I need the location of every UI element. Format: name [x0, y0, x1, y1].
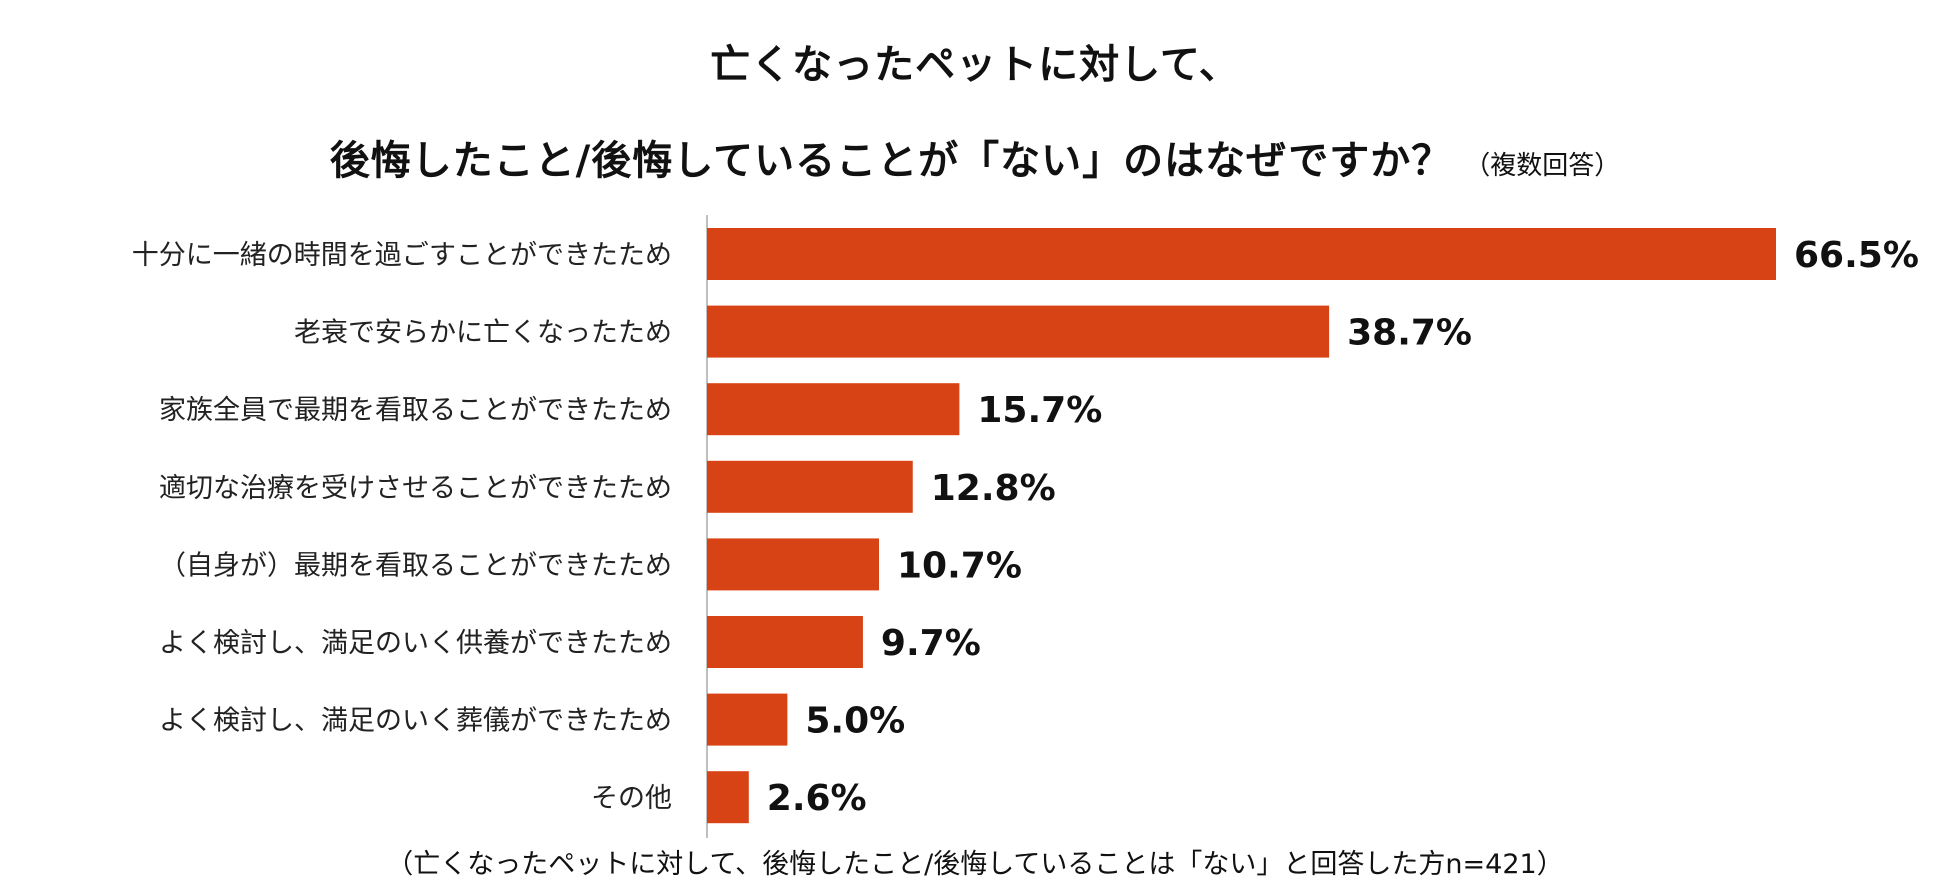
category-label: よく検討し、満足のいく供養ができたため: [159, 628, 672, 659]
chart-title-line1: 亡くなったペットに対して、: [710, 42, 1240, 88]
value-label: 12.8%: [931, 468, 1056, 509]
bar: [707, 616, 863, 668]
chart-footnote: （亡くなったペットに対して、後悔したこと/後悔していることは「ない」と回答した方…: [386, 849, 1564, 880]
bar: [707, 538, 880, 591]
chart-title-line2: 後悔したこと/後悔していることが「ない」のはなぜですか？ （複数回答）: [0, 128, 1950, 186]
bar: [707, 693, 788, 746]
bar: [707, 305, 1330, 358]
bar: [707, 228, 1776, 280]
category-label: その他: [591, 783, 672, 814]
category-label: 適切な治療を受けさせることができたため: [159, 473, 672, 504]
value-label: 2.6%: [767, 778, 867, 819]
value-label: 15.7%: [977, 390, 1102, 431]
bar: [707, 771, 749, 824]
category-label: 十分に一緒の時間を過ごすことができたため: [132, 240, 672, 271]
value-label: 38.7%: [1347, 313, 1472, 354]
category-label: 老衰で安らかに亡くなったため: [294, 318, 672, 349]
category-label: 家族全員で最期を看取ることができたため: [159, 395, 672, 426]
chart-title-main: 後悔したこと/後悔していることが「ない」のはなぜですか？: [329, 138, 1453, 184]
value-label: 66.5%: [1794, 235, 1919, 276]
chart-title-note: （複数回答）: [1464, 151, 1621, 181]
value-label: 5.0%: [805, 701, 905, 742]
value-label: 9.7%: [881, 623, 981, 664]
category-label: （自身が）最期を看取ることができたため: [159, 550, 672, 581]
category-label: よく検討し、満足のいく葬儀ができたため: [159, 706, 672, 737]
value-label: 10.7%: [897, 545, 1022, 586]
bar: [707, 460, 913, 513]
bar: [707, 383, 960, 436]
